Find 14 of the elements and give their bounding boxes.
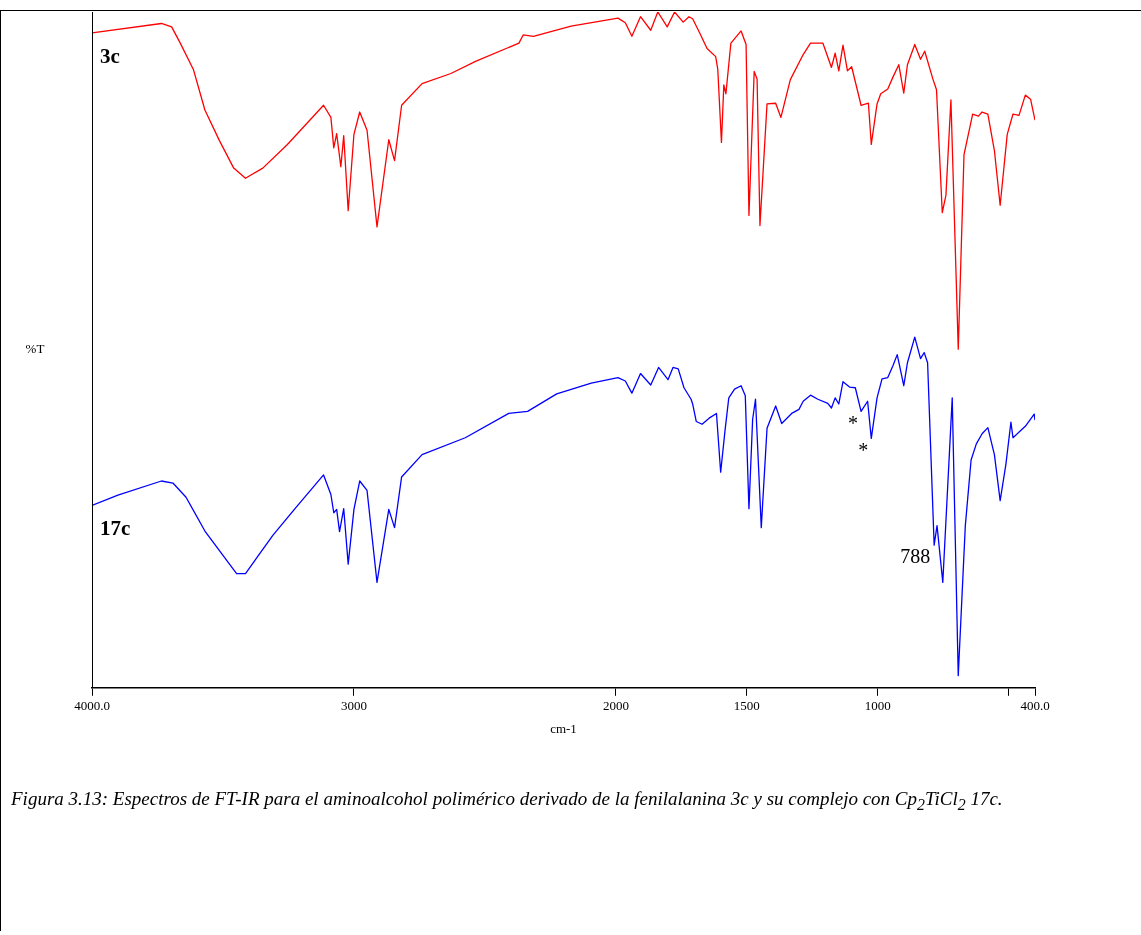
series-label: 17c — [100, 516, 131, 541]
text: Figura 3.13: Espectros de FT-IR para el aminoalcohol polimérico derivado de la fenilalanina 3c y su complejo con Cp$_{2}$TiCl$_{2}$ 17c. — [11, 787, 1004, 815]
annotation: 788 — [900, 545, 931, 568]
x-tick-label: 2000 — [602, 698, 629, 714]
x-tick-label: 4000.0 — [74, 698, 110, 714]
x-axis-title: cm-1 — [550, 720, 577, 736]
annotation: * — [848, 411, 859, 434]
x-tick-label: 1500 — [733, 698, 760, 714]
y-axis-title: %T — [25, 341, 45, 357]
x-tick-label: 1000 — [864, 698, 891, 714]
series-label: 3c — [100, 43, 120, 68]
x-tick-label: 400.0 — [1020, 698, 1050, 714]
x-tick-label: 3000 — [340, 698, 367, 714]
annotation: * — [858, 438, 869, 461]
